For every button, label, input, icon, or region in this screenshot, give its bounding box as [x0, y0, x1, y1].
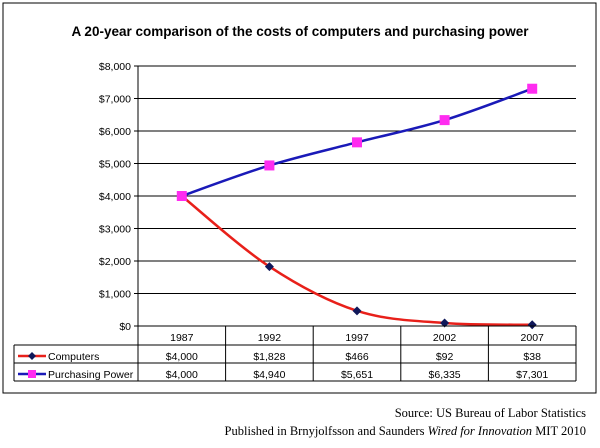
- data-label: $92: [436, 351, 454, 363]
- data-label: $1,828: [253, 351, 285, 363]
- data-point: [352, 137, 362, 148]
- publication-suffix: MIT 2010: [532, 424, 586, 438]
- publication-prefix: Published in Brnyjolfsson and Saunders: [224, 424, 428, 438]
- chart-border: [2, 2, 597, 394]
- publication-book-title: Wired for Innovation: [427, 424, 533, 438]
- data-table: 1987 1992 1997 2002 2007 Computers $4,000 $1,82…: [13, 325, 577, 382]
- y-tick-label: $8,000: [99, 61, 131, 73]
- y-tick-label: $7,000: [99, 94, 131, 106]
- x-category-label: 1987: [170, 332, 194, 344]
- legend-marker: [28, 370, 36, 378]
- source-line: Source: US Bureau of Labor Statistics: [394, 406, 586, 420]
- data-label: $4,000: [166, 369, 198, 381]
- chart-title: A 20-year comparison of the costs of com…: [71, 24, 529, 39]
- plot-series: [176, 83, 538, 330]
- y-tick-label: $2,000: [99, 256, 131, 268]
- data-point: [527, 320, 537, 330]
- legend-marker: [28, 352, 36, 360]
- x-category-label: 2007: [521, 332, 545, 344]
- x-category-label: 1997: [345, 332, 369, 344]
- x-category-label: 1992: [258, 332, 282, 344]
- data-point: [264, 160, 275, 171]
- data-point: [527, 83, 538, 94]
- y-tick-label: $6,000: [99, 126, 131, 138]
- gridlines: [138, 65, 576, 294]
- data-point: [176, 191, 187, 201]
- y-tick-label: $1,000: [99, 289, 131, 301]
- data-point: [264, 262, 274, 272]
- data-label: $6,335: [429, 369, 461, 381]
- data-label: $38: [523, 351, 541, 363]
- legend-label: Computers: [48, 351, 99, 363]
- data-point: [352, 306, 362, 316]
- y-tick-label: $3,000: [99, 224, 131, 236]
- y-tick-label: $4,000: [99, 191, 131, 203]
- data-label: $4,000: [166, 351, 198, 363]
- y-tick-label: $0: [119, 321, 131, 333]
- data-label: $4,940: [253, 369, 285, 381]
- data-point: [439, 115, 450, 126]
- data-label: $7,301: [516, 369, 548, 381]
- y-axis: $0 $1,000 $2,000 $3,000 $4,000 $5,000 $6,000 $7…: [99, 61, 139, 333]
- y-tick-label: $5,000: [99, 159, 131, 171]
- data-point: [440, 318, 450, 328]
- legend-label: Purchasing Power: [48, 369, 134, 381]
- publication-line: Published in Brnyjolfsson and Saunders W…: [225, 424, 586, 439]
- data-label: $466: [345, 351, 369, 363]
- x-category-label: 2002: [433, 332, 457, 344]
- data-label: $5,651: [341, 369, 373, 381]
